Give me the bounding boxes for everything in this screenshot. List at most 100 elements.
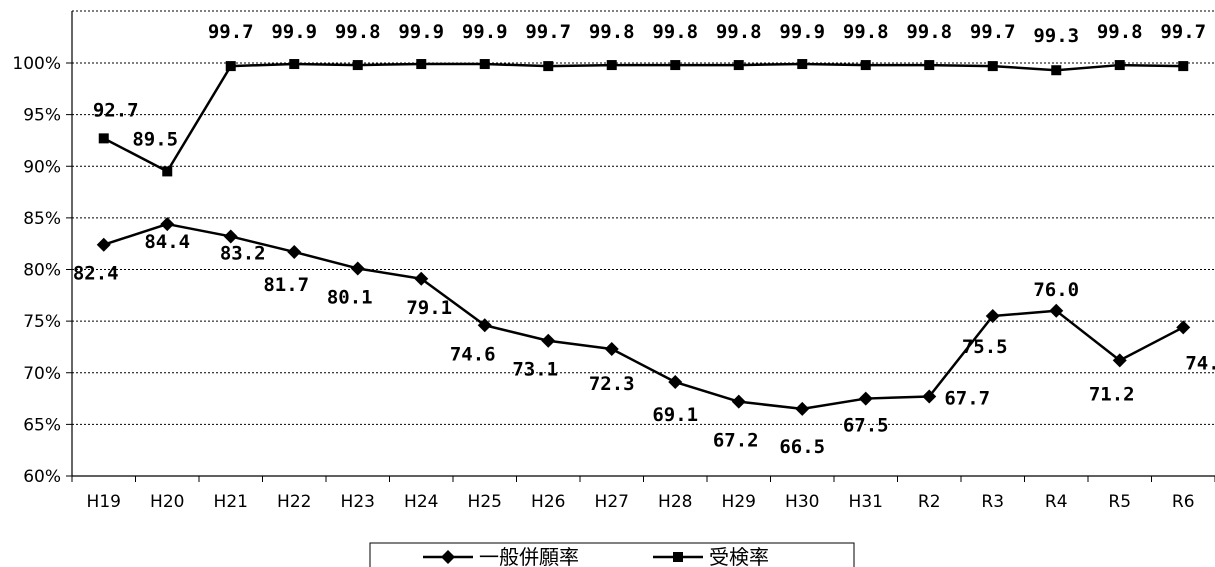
data-point-diamond: [858, 391, 873, 406]
data-label-general: 66.5: [779, 436, 825, 458]
data-label-exam: 92.7: [93, 99, 139, 121]
data-point-diamond: [477, 318, 492, 333]
data-label-general: 82.4: [73, 263, 119, 285]
data-label-general: 81.7: [263, 274, 309, 296]
data-label-general: 74.4: [1185, 352, 1215, 374]
data-label-general: 72.3: [589, 373, 635, 395]
x-tick-label: R6: [1172, 492, 1195, 512]
x-tick-label: H20: [150, 492, 184, 512]
legend-marker-diamond-icon: [441, 550, 455, 564]
series-line: [103, 222, 1184, 411]
data-point-square: [225, 61, 236, 72]
x-tick-label: H19: [87, 492, 121, 512]
data-point-diamond: [985, 308, 1000, 323]
data-point-square: [987, 61, 998, 72]
legend: 一般併願率 受検率: [369, 542, 855, 567]
data-label-general: 67.7: [944, 387, 990, 409]
data-label-exam: 99.3: [1033, 25, 1079, 47]
y-tick-label: 90%: [23, 157, 61, 177]
data-point-square: [797, 59, 808, 70]
x-tick-label: R4: [1045, 492, 1068, 512]
data-label-exam: 99.8: [1097, 21, 1143, 43]
x-tick-label: H22: [277, 492, 311, 512]
y-tick-label: 70%: [23, 364, 61, 384]
legend-label-general: 一般併願率: [479, 545, 579, 567]
series-layer: [96, 59, 1191, 416]
data-label-general: 73.1: [512, 359, 558, 381]
data-point-diamond: [795, 401, 810, 416]
data-point-diamond: [287, 244, 302, 259]
gridlines: [72, 10, 1215, 425]
y-tick-label: 60%: [23, 467, 61, 487]
data-label-exam: 99.7: [970, 21, 1016, 43]
axes: 60% 65% 70% 75% 80% 85% 90% 95% 100% H19 H20 H21 H22…: [12, 11, 1215, 512]
data-point-square: [670, 60, 681, 71]
data-point-square: [860, 60, 871, 71]
data-label-general: 74.6: [450, 343, 496, 365]
y-tick-label: 80%: [23, 261, 61, 281]
data-point-square: [1178, 61, 1189, 72]
data-label-exam: 99.9: [779, 21, 825, 43]
data-label-general: 79.1: [406, 297, 452, 319]
x-tick-label: H25: [468, 492, 502, 512]
data-label-exam: 99.7: [525, 21, 571, 43]
y-tick-label: 95%: [23, 106, 61, 126]
data-point-square: [1051, 65, 1062, 76]
data-point-diamond: [1112, 353, 1127, 368]
data-label-general: 83.2: [220, 242, 266, 264]
data-label-exam: 89.5: [132, 128, 178, 150]
data-point-diamond: [223, 229, 238, 244]
x-tick-label: H26: [531, 492, 565, 512]
data-point-square: [606, 60, 617, 71]
data-label-exam: 99.7: [1160, 21, 1206, 43]
data-label-general: 84.4: [144, 231, 190, 253]
data-label-exam: 99.9: [271, 21, 317, 43]
data-point-square: [289, 59, 300, 70]
data-label-general: 67.2: [713, 430, 759, 452]
x-tick-label: H21: [214, 492, 248, 512]
data-point-diamond: [1176, 320, 1191, 335]
data-label-general: 67.5: [843, 415, 889, 437]
series-line: [103, 62, 1184, 173]
data-label-exam: 99.8: [652, 21, 698, 43]
data-label-general: 80.1: [327, 286, 373, 308]
data-point-diamond: [1049, 303, 1064, 318]
data-label-general: 76.0: [1033, 279, 1079, 301]
data-label-exam: 99.8: [335, 21, 381, 43]
legend-box: [369, 542, 855, 567]
x-tick-label: R3: [981, 492, 1004, 512]
data-point-square: [924, 60, 935, 71]
data-label-exam: 99.8: [906, 21, 952, 43]
y-tick-label: 75%: [23, 312, 61, 332]
data-label-exam: 99.9: [462, 21, 508, 43]
data-label-general: 71.2: [1089, 383, 1135, 405]
data-point-diamond: [668, 375, 683, 390]
data-point-diamond: [414, 271, 429, 286]
x-tick-label: H27: [595, 492, 629, 512]
data-point-square: [543, 61, 554, 72]
data-point-square: [162, 166, 173, 177]
data-point-diamond: [604, 342, 619, 357]
legend-marker-square-icon: [673, 552, 683, 562]
data-label-exam: 99.8: [716, 21, 762, 43]
data-point-square: [352, 60, 363, 71]
y-tick-label: 65%: [23, 415, 61, 435]
data-point-diamond: [350, 261, 365, 276]
x-tick-label: H24: [404, 492, 438, 512]
x-tick-label: H29: [722, 492, 756, 512]
data-point-diamond: [922, 389, 937, 404]
x-tick-label: R2: [918, 492, 941, 512]
data-point-square: [1114, 60, 1125, 71]
data-point-diamond: [96, 237, 111, 252]
data-label-exam: 99.9: [398, 21, 444, 43]
data-point-square: [416, 59, 427, 70]
legend-label-exam: 受検率: [709, 545, 769, 567]
x-tick-label: H30: [785, 492, 819, 512]
x-tick-label: H28: [658, 492, 692, 512]
x-tick-label: R5: [1108, 492, 1131, 512]
data-point-diamond: [731, 394, 746, 409]
data-label-exam: 99.7: [208, 21, 254, 43]
data-label-exam: 99.8: [843, 21, 889, 43]
data-point-diamond: [541, 333, 556, 348]
data-labels: 82.4 84.4 83.2 81.7 80.1 79.1 74.6 73.1 72.3 69.1…: [73, 21, 1215, 458]
